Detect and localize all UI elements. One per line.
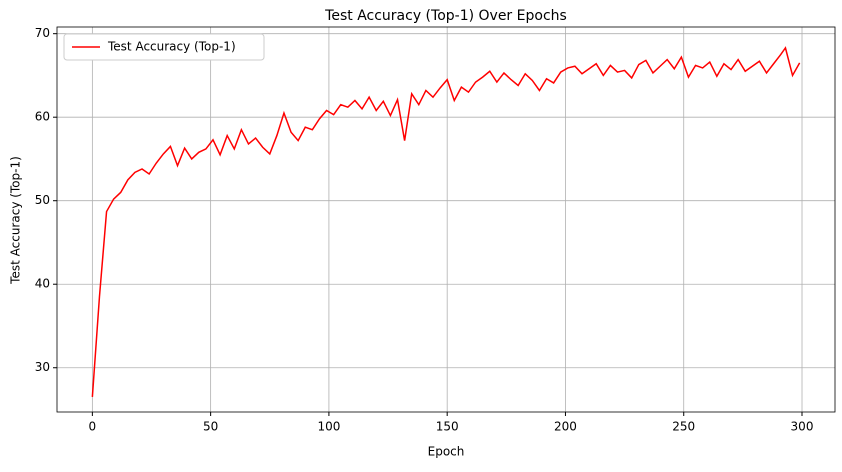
y-axis-label: Test Accuracy (Top-1) xyxy=(9,156,23,285)
x-axis-label: Epoch xyxy=(428,445,465,459)
plot-frame xyxy=(56,26,836,413)
y-tick-label: 30 xyxy=(35,360,50,374)
x-tick-label: 0 xyxy=(89,420,97,434)
x-tick-label: 250 xyxy=(672,420,695,434)
data-line xyxy=(91,46,801,398)
x-tick-label: 50 xyxy=(203,420,218,434)
y-tick-label: 60 xyxy=(35,110,50,124)
x-tick-label: 100 xyxy=(317,420,340,434)
x-tick-label: 150 xyxy=(436,420,459,434)
legend-label: Test Accuracy (Top-1) xyxy=(107,40,236,54)
y-tick-label: 40 xyxy=(35,277,50,291)
x-tick-label: 200 xyxy=(554,420,577,434)
legend-box xyxy=(63,33,265,61)
y-tick-label: 50 xyxy=(35,193,50,207)
y-tick-label: 70 xyxy=(35,26,50,40)
chart-title: Test Accuracy (Top-1) Over Epochs xyxy=(324,8,567,24)
x-tick-label: 300 xyxy=(791,420,814,434)
